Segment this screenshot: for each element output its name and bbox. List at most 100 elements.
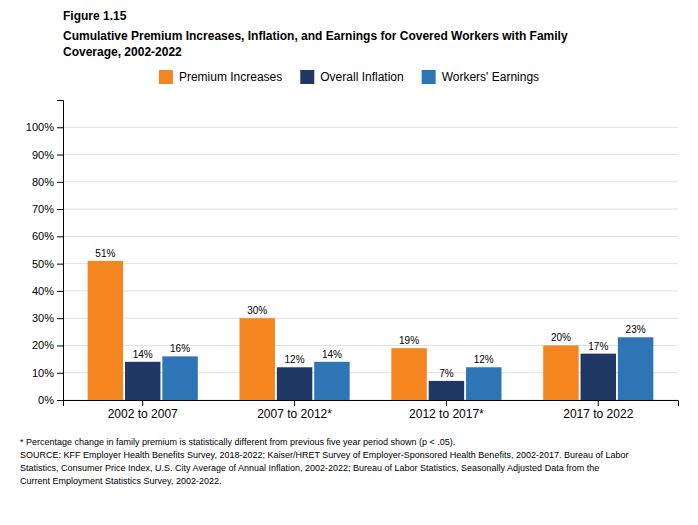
y-tick-label: 10% (32, 367, 54, 379)
legend-swatch (300, 70, 314, 84)
data-label: 16% (170, 343, 190, 354)
y-tick-mark (57, 236, 63, 237)
y-tick-label: 20% (32, 339, 54, 351)
data-label: 20% (551, 332, 571, 343)
y-tick: 80% (32, 176, 63, 188)
footnote: Statistics, Consumer Price Index, U.S. C… (20, 463, 599, 473)
y-tick-mark (57, 264, 63, 265)
bar (277, 367, 312, 400)
data-label: 12% (285, 354, 305, 365)
data-label: 12% (474, 354, 494, 365)
footnote: Current Employment Statistics Survey, 20… (20, 476, 221, 486)
y-tick-label: 100% (26, 121, 54, 133)
grid-line (63, 154, 678, 155)
bar (162, 356, 197, 400)
y-tick-label: 50% (32, 258, 54, 270)
legend-swatch (422, 70, 436, 84)
grid-line (63, 345, 678, 346)
y-tick: 20% (32, 339, 63, 351)
y-tick: 0% (38, 394, 63, 406)
bar (125, 362, 160, 400)
bar (543, 345, 578, 400)
title: Coverage, 2002-2022 (63, 45, 182, 59)
grid (63, 127, 678, 400)
y-tick-mark (57, 400, 63, 401)
legend-label: Overall Inflation (320, 70, 403, 84)
y-tick-label: 90% (32, 149, 54, 161)
x-tick-label: 2002 to 2007 (108, 407, 178, 421)
y-tick: 40% (32, 285, 63, 297)
x-tick-mark (598, 400, 599, 406)
legend: Premium Increases Overall Inflation Worker… (159, 70, 539, 84)
data-label: 17% (588, 341, 608, 352)
grid-line (63, 236, 678, 237)
grid-line (63, 181, 678, 182)
bar (314, 362, 349, 400)
x-tick: 2007 to 2012* (257, 400, 332, 421)
grid-line (63, 263, 678, 264)
bars (88, 261, 654, 400)
y-tick-label: 40% (32, 285, 54, 297)
y-tick-mark (57, 373, 63, 374)
legend-label: Premium Increases (179, 70, 282, 84)
y-tick: 90% (32, 149, 63, 161)
x-tick-label: 2017 to 2022 (563, 407, 633, 421)
legend-swatch (159, 70, 173, 84)
bar (618, 337, 653, 400)
y-tick-mark (57, 155, 63, 156)
x-tick-label: 2007 to 2012* (257, 407, 332, 421)
x-axis-line (64, 401, 679, 407)
plot: 51%30%19%20%14%12%7%17%16%14%12%23%0%10%… (26, 101, 679, 421)
y-axis-line (57, 101, 64, 401)
footnote: * Percentage change in family premium is… (20, 437, 455, 447)
x-tick-label: 2012 to 2017* (409, 407, 484, 421)
bar (429, 381, 464, 400)
data-label: 14% (322, 349, 342, 360)
legend-label: Workers' Earnings (442, 70, 539, 84)
data-label: 7% (439, 368, 454, 379)
y-tick: 60% (32, 230, 63, 242)
grid-line (63, 318, 678, 319)
y-tick-label: 70% (32, 203, 54, 215)
y-tick: 70% (32, 203, 63, 215)
y-tick-label: 0% (38, 394, 54, 406)
title: Cumulative Premium Increases, Inflation,… (63, 29, 568, 43)
data-label: 23% (626, 324, 646, 335)
y-tick: 50% (32, 258, 63, 270)
y-axis: 0% 10% 20% 30% 40% 50% 60% 70% 80% 90% 100% (26, 101, 64, 407)
bar (391, 348, 426, 400)
y-tick-label: 30% (32, 312, 54, 324)
grid-line (63, 127, 678, 128)
y-tick-mark (57, 182, 63, 183)
bar (466, 367, 501, 400)
x-tick: 2017 to 2022 (563, 400, 633, 421)
bar (88, 261, 123, 400)
x-tick-mark (446, 400, 447, 406)
legend-item: Workers' Earnings (422, 70, 539, 84)
data-labels: 51%30%19%20%14%12%7%17%16%14%12%23% (95, 248, 645, 379)
y-tick: 10% (32, 367, 63, 379)
y-tick-mark (57, 127, 63, 128)
bar (239, 318, 274, 400)
x-tick-mark (294, 400, 295, 406)
figure-label: Figure 1.15 (63, 9, 127, 23)
y-tick: 30% (32, 312, 63, 324)
legend-item: Premium Increases (159, 70, 282, 84)
y-tick-mark (57, 318, 63, 319)
grid-line (63, 209, 678, 210)
y-tick-mark (57, 291, 63, 292)
x-tick: 2002 to 2007 (108, 400, 178, 421)
x-axis: 2002 to 2007 2007 to 2012* 2012 to 2017* 20… (64, 400, 679, 421)
footnote: SOURCE: KFF Employer Health Benefits Sur… (20, 450, 628, 460)
y-tick-mark (57, 345, 63, 346)
y-tick-mark (57, 209, 63, 210)
legend-item: Overall Inflation (300, 70, 403, 84)
x-tick: 2012 to 2017* (409, 400, 484, 421)
y-tick: 100% (26, 121, 63, 133)
bar (581, 354, 616, 400)
chart: Figure 1.15 Cumulative Premium Increases,… (0, 0, 698, 525)
data-label: 19% (399, 335, 419, 346)
data-label: 51% (95, 248, 115, 259)
grid-line (63, 290, 678, 291)
x-tick-mark (142, 400, 143, 406)
